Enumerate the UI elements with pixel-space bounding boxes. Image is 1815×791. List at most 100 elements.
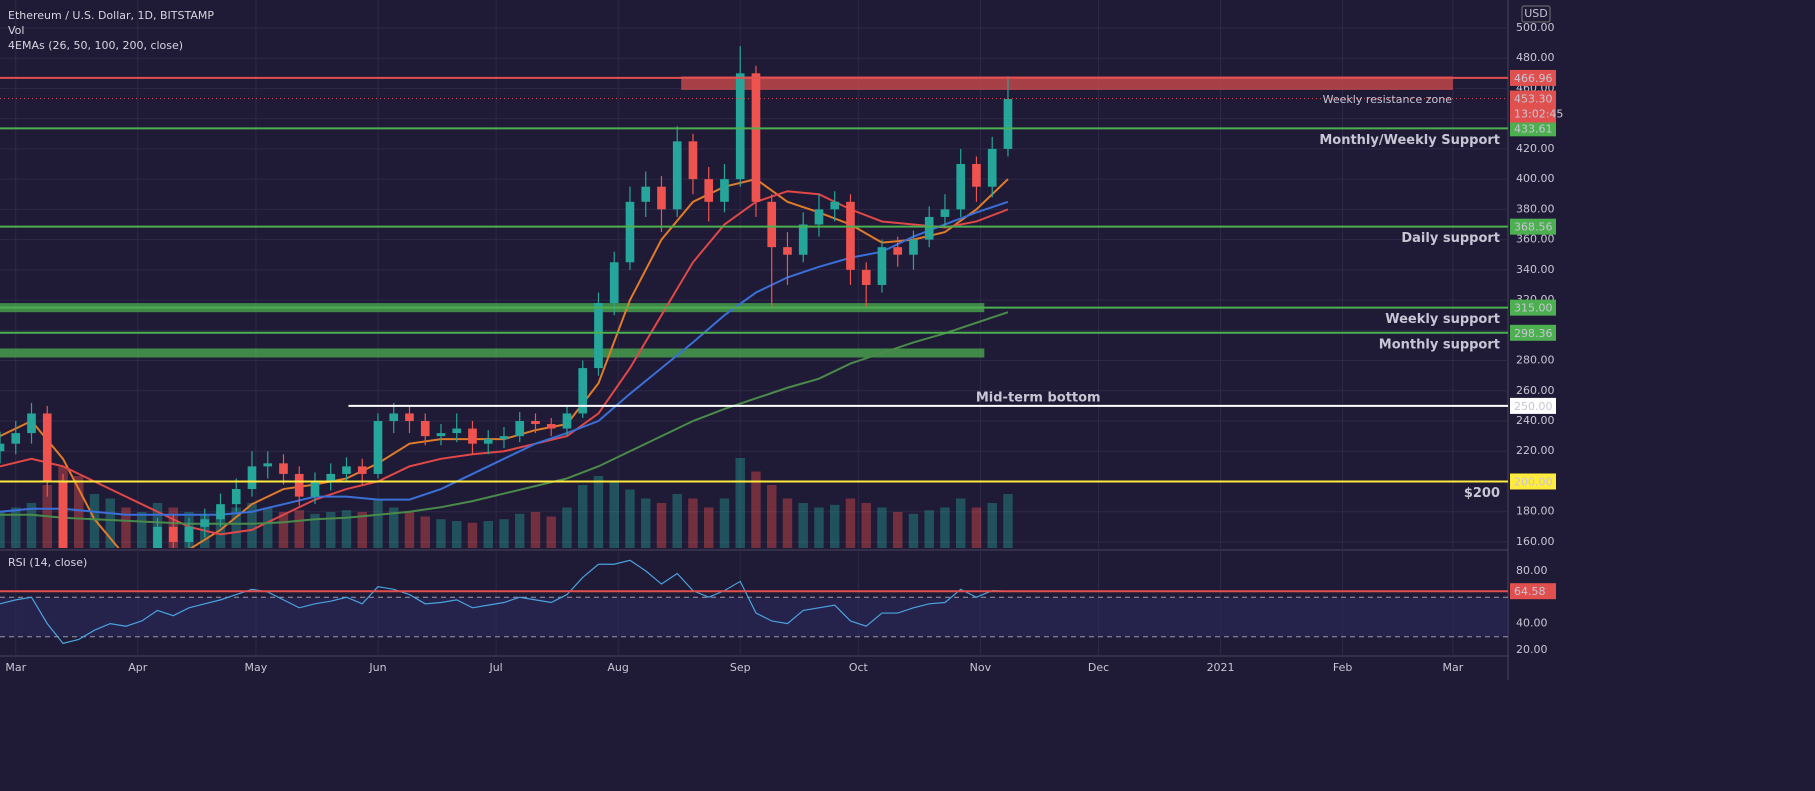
volume-bar bbox=[845, 498, 856, 548]
y-tick-label: 480.00 bbox=[1516, 51, 1555, 64]
candle-body bbox=[153, 526, 162, 548]
countdown: 13:02:45 bbox=[1514, 108, 1563, 121]
zone-note: Weekly resistance zone bbox=[1323, 93, 1453, 106]
level-note: Mid-term bottom bbox=[976, 390, 1101, 405]
volume-bar bbox=[656, 503, 667, 548]
level-label: 200.00 bbox=[1514, 475, 1553, 488]
candle-body bbox=[168, 526, 178, 542]
candle-body bbox=[200, 519, 210, 527]
y-tick-label: 340.00 bbox=[1516, 263, 1555, 276]
candle-body bbox=[405, 413, 414, 422]
candle-body bbox=[1003, 99, 1013, 149]
x-tick-label: Mar bbox=[1442, 661, 1463, 674]
x-tick-label: Dec bbox=[1088, 661, 1109, 674]
y-tick-label: 380.00 bbox=[1516, 202, 1555, 215]
volume-bar bbox=[719, 498, 730, 548]
last-price-box bbox=[1510, 90, 1556, 123]
candle-body bbox=[483, 439, 493, 444]
volume-bar bbox=[137, 512, 147, 548]
candle-body bbox=[216, 504, 225, 520]
volume-bar bbox=[892, 512, 903, 548]
candle-body bbox=[357, 466, 367, 474]
level-note: Monthly support bbox=[1379, 337, 1500, 352]
x-tick-label: Oct bbox=[849, 661, 869, 674]
currency: USD bbox=[1524, 7, 1548, 20]
x-tick-label: May bbox=[245, 661, 268, 674]
volume-bar bbox=[389, 507, 399, 548]
level-label: 298.36 bbox=[1514, 327, 1553, 340]
volume-bar bbox=[404, 512, 415, 548]
ema-line bbox=[0, 311, 1009, 525]
volume-bar bbox=[357, 512, 367, 548]
candle-body bbox=[751, 73, 761, 202]
candle-body bbox=[814, 209, 824, 225]
candle-body bbox=[515, 421, 525, 437]
candle-body bbox=[987, 148, 997, 187]
volume-bar bbox=[562, 507, 572, 548]
candle-body bbox=[42, 413, 52, 482]
level-label-box bbox=[1510, 324, 1556, 341]
y-tick-label: 280.00 bbox=[1516, 354, 1555, 367]
volume-bar bbox=[515, 513, 525, 548]
level-label: 315.00 bbox=[1514, 302, 1553, 315]
candle-body bbox=[657, 186, 666, 210]
level-label-box bbox=[1510, 218, 1556, 235]
rsi-tick-label: 80.00 bbox=[1516, 564, 1548, 577]
candle-body bbox=[688, 141, 698, 180]
candle-body bbox=[310, 481, 320, 497]
candle-body bbox=[263, 463, 273, 467]
currency-box bbox=[1521, 5, 1551, 23]
volume-bar bbox=[782, 498, 793, 548]
y-tick-label: 240.00 bbox=[1516, 414, 1555, 427]
volume-label: Vol bbox=[8, 24, 24, 37]
x-tick-label: Apr bbox=[128, 661, 148, 674]
volume-bar bbox=[829, 504, 840, 548]
candle-body bbox=[279, 463, 288, 474]
candle-body bbox=[893, 247, 903, 255]
x-tick-label: Aug bbox=[607, 661, 628, 674]
candle-body bbox=[846, 201, 855, 270]
volume-bar bbox=[294, 510, 304, 548]
candle-body bbox=[972, 164, 981, 187]
volume-bar bbox=[0, 512, 5, 548]
volume-bar bbox=[877, 507, 887, 548]
volume-bar bbox=[11, 507, 21, 548]
volume-bar bbox=[625, 489, 635, 548]
volume-bar bbox=[121, 507, 131, 548]
last-price-label: 453.30 bbox=[1514, 93, 1553, 106]
candle-body bbox=[641, 186, 651, 202]
rsi-current-label: 64.58 bbox=[1514, 585, 1546, 598]
candle-body bbox=[767, 201, 777, 248]
rsi-line bbox=[0, 559, 1008, 645]
level-label-box bbox=[1510, 397, 1556, 414]
volume-bar bbox=[751, 471, 761, 548]
candle-body bbox=[436, 433, 446, 437]
candle-body bbox=[420, 421, 430, 437]
volume-bar bbox=[593, 476, 604, 548]
candle-body bbox=[783, 247, 792, 255]
volume-bar bbox=[546, 516, 556, 548]
volume-bar bbox=[924, 510, 934, 548]
level-note: Monthly/Weekly Support bbox=[1319, 133, 1500, 148]
volume-bar bbox=[278, 512, 289, 548]
volume-bar bbox=[940, 507, 950, 548]
y-tick-label: 400.00 bbox=[1516, 172, 1555, 185]
candle-body bbox=[861, 269, 871, 285]
rsi-tick-label: 40.00 bbox=[1516, 617, 1548, 630]
volume-bar bbox=[326, 512, 336, 548]
candle-body bbox=[58, 481, 68, 548]
volume-bar bbox=[436, 519, 446, 548]
rsi-band bbox=[0, 597, 1508, 637]
candle-body bbox=[342, 466, 351, 474]
support-band bbox=[0, 348, 985, 358]
volume-bar bbox=[420, 516, 430, 548]
volume-bar bbox=[672, 494, 682, 548]
candle-body bbox=[940, 209, 950, 217]
level-note: Daily support bbox=[1401, 231, 1500, 246]
candle-body bbox=[27, 413, 36, 434]
ema-line bbox=[0, 200, 1009, 516]
x-tick-label: Nov bbox=[970, 661, 992, 674]
candle-body bbox=[389, 413, 399, 422]
level-label: 466.96 bbox=[1514, 72, 1553, 85]
volume-bar bbox=[814, 507, 824, 548]
